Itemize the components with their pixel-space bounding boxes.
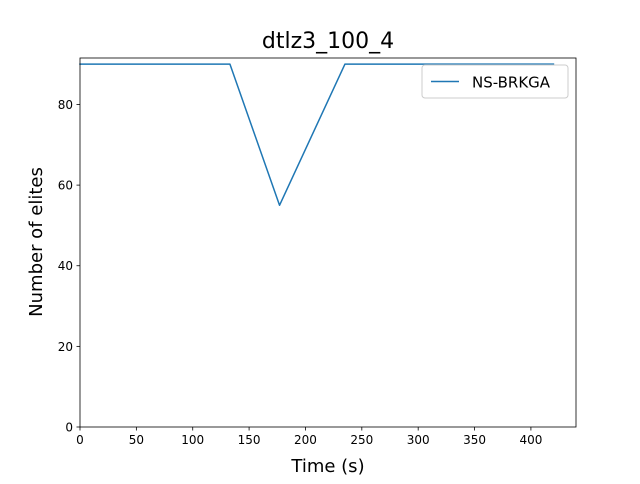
- x-axis-label: Time (s): [290, 456, 364, 477]
- x-tick-label: 50: [129, 433, 144, 447]
- x-tick-label: 200: [294, 433, 317, 447]
- plot-area: 0 50 100 150 200 250 300 350 400 0 20 40 60 80 NS-BRKG…: [58, 57, 577, 447]
- y-tick-label: 20: [58, 340, 73, 354]
- axes-frame: [79, 57, 577, 428]
- y-tick-label: 40: [58, 259, 73, 273]
- x-tick-label: 300: [407, 433, 430, 447]
- chart-title: dtlz3_100_4: [262, 29, 394, 54]
- series-line-0: [79, 63, 555, 207]
- y-tick-label: 0: [65, 421, 73, 435]
- y-tick-label: 80: [58, 98, 73, 112]
- y-tick-label: 60: [58, 179, 73, 193]
- y-axis-label: Number of elites: [26, 167, 47, 317]
- x-tick-label: 100: [181, 433, 204, 447]
- x-tick-label: 350: [463, 433, 486, 447]
- x-tick-label: 400: [519, 433, 542, 447]
- x-tick-label: 0: [76, 433, 84, 447]
- x-tick-label: 250: [350, 433, 373, 447]
- x-tick-label: 150: [238, 433, 261, 447]
- legend-label: NS-BRKGA: [472, 74, 551, 92]
- legend-box: [421, 64, 569, 99]
